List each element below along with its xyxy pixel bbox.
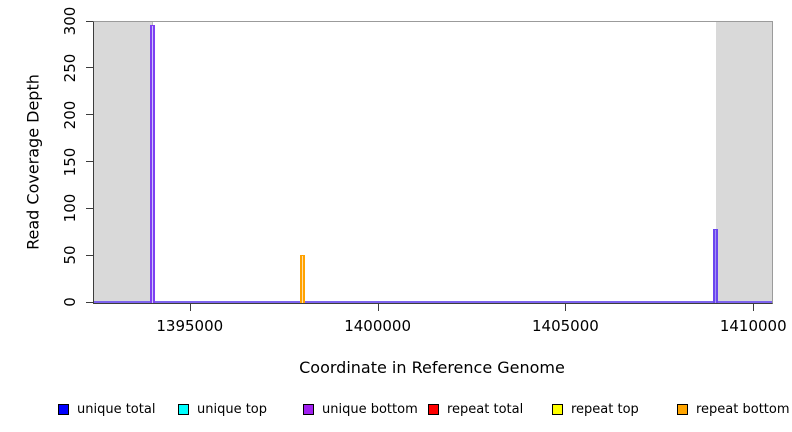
y-tick-label: 300 (61, 6, 79, 36)
legend-swatch (552, 404, 563, 415)
legend-item-repeat-top: repeat top (552, 402, 639, 417)
legend-item-repeat-bottom: repeat bottom (677, 402, 790, 417)
y-tick-label: 200 (61, 100, 79, 129)
y-tick (86, 20, 93, 22)
legend-label: repeat total (447, 402, 524, 417)
plot-area (93, 21, 773, 304)
coverage-spike-2 (299, 255, 305, 303)
x-axis-title: Coordinate in Reference Genome (299, 358, 565, 377)
legend-label: repeat bottom (696, 402, 790, 417)
legend-item-unique-bottom: unique bottom (303, 402, 418, 417)
x-tick (753, 304, 755, 311)
y-tick (86, 301, 93, 303)
y-tick (86, 114, 93, 116)
x-tick (189, 304, 191, 311)
y-tick-label: 150 (61, 147, 79, 176)
x-tick-label: 1400000 (344, 317, 411, 335)
legend-swatch (677, 404, 688, 415)
y-tick-label: 0 (61, 297, 79, 307)
x-tick-label: 1410000 (719, 317, 787, 335)
y-tick-label: 100 (61, 194, 79, 223)
legend-item-unique-total: unique total (58, 402, 156, 417)
x-tick (377, 304, 379, 311)
legend-label: repeat top (571, 402, 639, 417)
coverage-spike-1 (149, 24, 155, 303)
legend-label: unique bottom (322, 402, 418, 417)
y-tick (86, 254, 93, 256)
x-tick (565, 304, 567, 311)
x-tick-label: 1405000 (532, 317, 599, 335)
y-axis-title: Read Coverage Depth (23, 74, 43, 250)
y-tick (86, 161, 93, 162)
masked-region-left (94, 22, 154, 303)
legend-item-unique-top: unique top (178, 402, 268, 417)
x-tick-label: 1395000 (156, 317, 224, 335)
legend-swatch (178, 404, 189, 415)
legend-swatch (303, 404, 314, 415)
coverage-spike-3 (713, 228, 719, 303)
legend-label: unique total (77, 402, 156, 417)
zero-coverage-line (94, 301, 772, 303)
masked-region-right (715, 22, 772, 303)
y-tick (86, 67, 93, 69)
legend-swatch (428, 404, 439, 415)
legend-label: unique top (197, 402, 268, 417)
y-tick (86, 207, 93, 209)
legend-swatch (58, 404, 69, 415)
legend-item-repeat-total: repeat total (428, 402, 524, 417)
y-tick-label: 50 (61, 245, 79, 265)
y-tick-label: 250 (61, 53, 79, 83)
